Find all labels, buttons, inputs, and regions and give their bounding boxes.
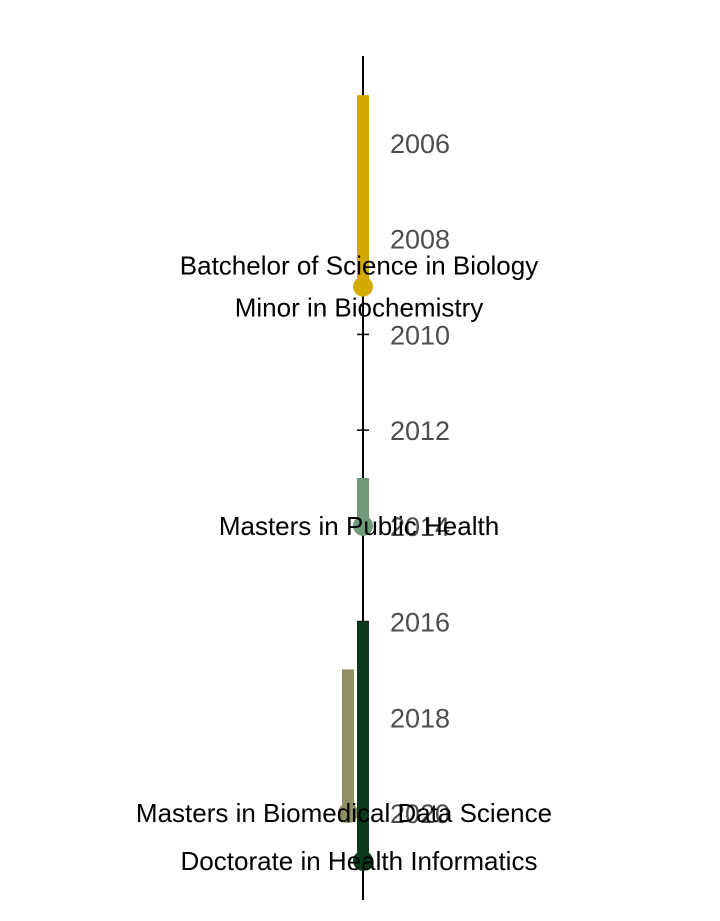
degree-label-0-0: Batchelor of Science in Biology [180,251,538,281]
degree-label-2-0: Masters in Biomedical Data Science [136,798,552,828]
degree-bar-2 [342,669,354,813]
degree-labels: Batchelor of Science in Biology Minor in … [136,251,552,876]
axis-ticks: 2006 2008 2010 2012 2014 2016 2018 2020 [357,129,450,829]
degree-bar-0 [357,95,369,287]
degree-label-1-0: Masters in Public Health [219,511,499,541]
tick-label-2010: 2010 [390,320,450,350]
tick-label-2018: 2018 [390,703,450,733]
tick-label-2016: 2016 [390,608,450,638]
tick-label-2008: 2008 [390,225,450,255]
degree-end-point-0 [353,276,373,297]
degree-bars [338,95,373,871]
degree-label-0-1: Minor in Biochemistry [235,293,484,323]
degree-end-point-1 [353,515,373,536]
degree-end-point-2 [338,803,358,823]
degree-end-point-3 [353,850,373,871]
degree-label-3-0: Doctorate in Health Informatics [181,846,538,876]
tick-label-2012: 2012 [390,416,450,446]
degree-bar-1 [357,478,369,526]
tick-label-2020: 2020 [390,799,450,829]
tick-label-2014: 2014 [390,512,450,542]
tick-label-2006: 2006 [390,129,450,159]
degree-bar-3 [357,621,369,861]
